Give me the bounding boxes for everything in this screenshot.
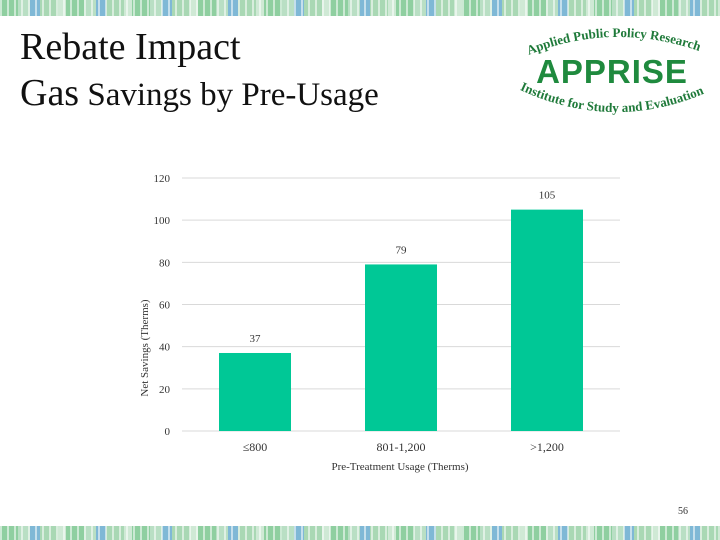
bar-chart: 0 20 40 60 80 100 120 37 79 105 ≤800 801-1,200 >1,… [139, 173, 620, 473]
chart-data-labels: 37 79 105 [250, 190, 556, 345]
chart-bars [219, 209, 583, 431]
data-label-3: 105 [539, 190, 556, 202]
y-tick-label: 0 [165, 426, 171, 438]
y-tick-label: 120 [154, 173, 171, 185]
logo-brand-text: APPRISE [536, 53, 688, 90]
chart-x-ticks: ≤800 801-1,200 >1,200 [243, 440, 564, 454]
bar-1 [219, 352, 291, 431]
data-label-1: 37 [250, 333, 262, 345]
chart-x-axis-label: Pre-Treatment Usage (Therms) [331, 461, 468, 473]
chart-y-axis-label: Net Savings (Therms) [139, 299, 151, 396]
apprise-logo: Applied Public Policy Research APPRISE I… [518, 26, 706, 115]
y-tick-label: 20 [159, 384, 171, 396]
y-tick-label: 100 [154, 215, 171, 227]
title-line-1: Rebate Impact [20, 26, 241, 68]
chart-y-ticks: 0 20 40 60 80 100 120 [154, 173, 171, 438]
title-line-2-rest: Savings by Pre-Usage [79, 77, 379, 114]
x-tick-label-3: >1,200 [530, 440, 564, 454]
title-line-2-prefix: Gas [20, 72, 80, 115]
data-label-2: 79 [396, 244, 408, 256]
x-tick-label-1: ≤800 [243, 440, 268, 454]
slide-title: Rebate Impact Gas Savings by Pre-Usage [20, 24, 379, 117]
top-decorative-band [0, 0, 720, 16]
page-number: 56 [678, 506, 688, 517]
title-line-2: Gas Savings by Pre-Usage [20, 70, 379, 116]
y-tick-label: 60 [159, 300, 171, 312]
bar-2 [365, 264, 437, 431]
y-tick-label: 40 [159, 342, 171, 354]
y-tick-label: 80 [159, 257, 171, 269]
bar-3 [511, 209, 583, 431]
bottom-decorative-band [0, 526, 720, 540]
x-tick-label-2: 801-1,200 [377, 440, 426, 454]
